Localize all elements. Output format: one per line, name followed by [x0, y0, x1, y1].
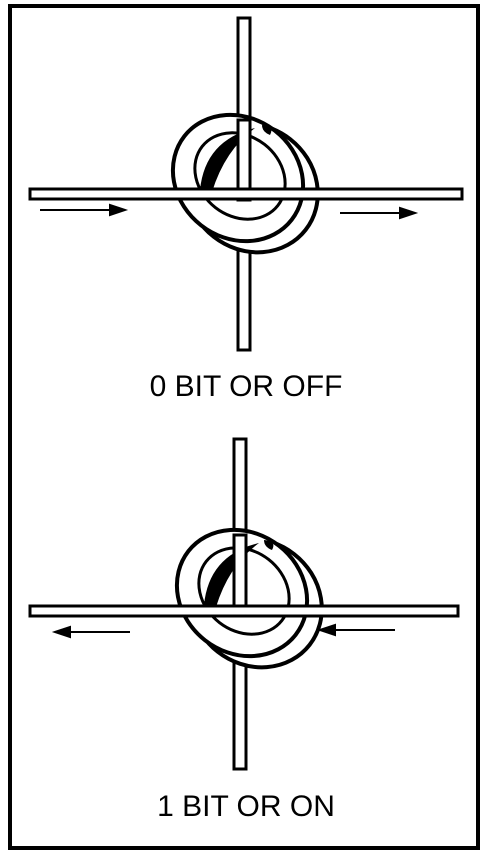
current-arrows: [40, 203, 419, 220]
horizontal-wire: [28, 604, 460, 618]
ring-inner-highlight: [264, 540, 274, 550]
ring-inner-highlight: [262, 125, 272, 135]
core-diagram-one-bit: [28, 437, 460, 771]
vertical-wire-front: [232, 533, 248, 617]
caption-one-bit: 1 BIT OR ON: [157, 790, 335, 823]
core-diagram-zero-bit: [28, 16, 464, 352]
horizontal-wire: [28, 187, 464, 201]
ring-inner-shading: [204, 543, 259, 607]
current-arrows: [51, 623, 395, 639]
caption-zero-bit: 0 BIT OR OFF: [149, 370, 343, 403]
ring-inner-shading: [200, 128, 255, 192]
